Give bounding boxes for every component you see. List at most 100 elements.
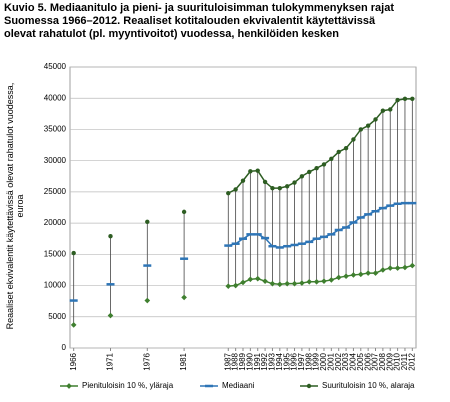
marker [254,275,261,282]
y-tick-label: 10000 [44,281,67,290]
marker [144,297,151,304]
x-tick-label: 1995 [282,352,291,370]
marker [387,265,394,271]
marker [335,274,342,281]
marker [380,108,386,113]
y-tick-label: 45000 [44,62,67,71]
marker [358,127,363,132]
marker [380,267,386,273]
marker [365,270,371,276]
x-tick-label: 1989 [238,352,247,370]
legend-label: Pienituloisin 10 %, yläraja [82,381,174,390]
marker [277,185,283,191]
x-tick-label: 2007 [371,352,380,370]
x-tick-label: 2002 [334,352,343,370]
x-tick-label: 1991 [253,352,262,370]
marker [247,276,254,283]
marker [181,209,187,215]
marker [328,277,335,283]
x-tick-label: 1996 [290,352,299,370]
x-tick-label: 1971 [106,352,115,370]
x-tick-label: 2005 [356,352,365,370]
x-tick-label: 1993 [268,352,277,370]
marker [357,271,364,278]
x-tick-label: 2006 [363,352,372,370]
marker [255,168,260,173]
y-tick-label: 5000 [48,312,66,321]
marker [365,123,371,128]
marker [276,281,283,288]
marker [226,190,231,196]
marker [410,96,415,102]
marker [329,156,334,161]
marker [314,165,319,171]
marker [240,279,246,286]
legend-marker [306,383,312,389]
x-tick-label: 1990 [245,352,254,370]
marker [145,219,150,225]
marker [321,162,327,167]
x-tick-label: 1992 [260,352,269,370]
marker [409,262,416,269]
x-tick-label: 2011 [400,352,409,370]
marker [313,278,320,285]
x-tick-label: 1976 [142,352,151,370]
marker [299,174,305,179]
marker [262,179,268,185]
marker [70,322,77,328]
x-tick-label: 1997 [297,352,306,370]
x-tick-label: 2000 [319,352,328,370]
series-line [228,264,413,287]
marker [336,149,341,155]
x-tick-label: 2004 [349,352,358,370]
marker [343,273,349,280]
marker [181,294,187,301]
legend-label: Suurituloisin 10 %, alaraja [322,381,415,390]
marker [388,107,393,112]
marker [292,180,297,185]
marker [350,272,357,278]
y-tick-label: 40000 [44,93,67,102]
y-tick-label: 25000 [44,187,67,196]
y-tick-label: 15000 [44,249,67,258]
marker [71,250,76,256]
marker [343,145,349,151]
y-tick-label: 35000 [44,125,67,134]
x-tick-label: 1966 [69,352,78,370]
legend-label: Mediaani [222,381,255,390]
marker [402,264,408,271]
x-tick-label: 1998 [304,352,313,370]
marker [395,97,400,103]
x-tick-label: 2012 [407,352,416,370]
marker [107,312,114,319]
series-line [227,98,413,194]
x-tick-label: 1994 [275,352,284,370]
x-tick-label: 2001 [326,352,335,370]
x-tick-label: 1988 [231,352,240,370]
marker [291,280,298,287]
marker [269,280,276,287]
x-tick-label: 2008 [378,352,387,370]
marker [270,185,275,191]
marker [321,278,327,285]
x-tick-label: 2009 [385,352,394,370]
marker [351,137,356,142]
marker [372,270,379,276]
x-tick-label: 1987 [223,352,232,370]
marker [402,96,408,102]
y-tick-label: 20000 [44,218,67,227]
x-tick-label: 1999 [312,352,321,370]
x-tick-label: 2003 [341,352,350,370]
marker [232,282,239,289]
marker [394,265,401,271]
marker [306,278,313,285]
marker [373,117,378,122]
x-tick-label: 1981 [179,352,188,370]
marker [284,184,290,189]
marker [240,178,246,183]
marker [108,234,113,239]
marker [248,169,253,174]
y-tick-label: 30000 [44,156,67,165]
